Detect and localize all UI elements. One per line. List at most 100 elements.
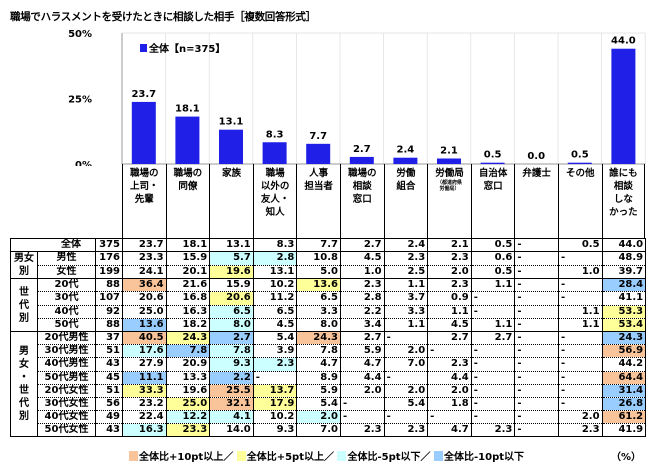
- value-cell: 2.0: [339, 384, 385, 398]
- value-cell: -: [514, 371, 559, 385]
- value-cell: -: [427, 344, 472, 359]
- value-cell: 4.5: [252, 318, 298, 332]
- n-cell: 176: [95, 251, 123, 266]
- legend-minus10: 全体比-10pt以下: [444, 452, 525, 463]
- row-label: 20代: [37, 278, 96, 293]
- data-label: 8.3: [266, 129, 284, 140]
- value-cell: -: [514, 238, 559, 253]
- value-cell: 61.2: [601, 410, 647, 425]
- value-cell: 16.8: [165, 291, 211, 306]
- bar: [131, 101, 156, 164]
- value-cell: 2.3: [339, 423, 385, 438]
- value-cell: 6.5: [296, 291, 341, 306]
- value-cell: 5.7: [209, 251, 254, 266]
- value-cell: 23.3: [122, 251, 167, 266]
- bar: [480, 162, 505, 164]
- value-cell: 7.8: [165, 344, 211, 359]
- value-cell: -: [514, 331, 559, 346]
- value-cell: 15.9: [209, 278, 254, 293]
- value-cell: 6.5: [209, 305, 254, 319]
- value-cell: 3.3: [383, 305, 429, 319]
- data-label: 0.5: [484, 150, 502, 161]
- data-label: 0.5: [571, 150, 589, 161]
- value-cell: 24.1: [122, 265, 167, 280]
- value-cell: 44.0: [601, 238, 647, 253]
- value-cell: -: [557, 278, 603, 293]
- row-label: 30代男性: [37, 344, 96, 359]
- value-cell: 5.4: [296, 397, 341, 412]
- value-cell: 19.6: [209, 265, 254, 280]
- value-cell: 17.9: [252, 397, 298, 412]
- value-cell: 8.0: [296, 318, 341, 332]
- table-row: 50代 88 13.6 18.2 8.0 4.5 8.0 3.4 1.1 4.5 1.1-1.1 53…: [11, 318, 647, 332]
- group-label: 男女 別: [10, 251, 38, 280]
- swatch-minus10: [434, 451, 443, 461]
- value-cell: -: [470, 371, 516, 385]
- row-label: 50代女性: [37, 423, 96, 438]
- value-cell: 0.5: [470, 265, 516, 280]
- value-cell: 4.7: [296, 357, 341, 372]
- n-cell: 88: [95, 318, 123, 332]
- value-cell: 11.1: [122, 371, 167, 385]
- n-cell: 43: [95, 357, 123, 372]
- value-cell: 32.1: [209, 397, 254, 412]
- data-label: 18.1: [175, 104, 200, 115]
- n-cell: 92: [95, 305, 123, 319]
- value-cell: 13.1: [252, 265, 298, 280]
- value-cell: -: [470, 384, 516, 398]
- data-label: 2.7: [353, 144, 371, 155]
- value-cell: 2.3: [557, 423, 603, 438]
- category-label: 職場の 上司・ 先輩: [130, 168, 159, 205]
- value-cell: -: [514, 384, 559, 398]
- value-cell: 3.3: [296, 305, 341, 319]
- value-cell: 2.3: [470, 423, 516, 438]
- value-cell: 1.8: [427, 397, 472, 412]
- value-cell: 9.3: [209, 357, 254, 372]
- value-cell: 24.3: [296, 331, 341, 346]
- value-cell: -: [514, 305, 559, 319]
- category-label: 職場の 相談 窓口: [348, 168, 377, 205]
- value-cell: -: [339, 397, 385, 412]
- value-cell: 2.3: [383, 423, 429, 438]
- value-cell: 4.4: [427, 371, 472, 385]
- table-row: 50代女性 43 16.3 23.3 14.0 9.3 7.0 2.3 2.3 4.7 2.3-2.…: [11, 423, 647, 438]
- table-row: 男女 別男性 176 23.3 15.9 5.7 2.8 10.8 4.5 2.3 2.3 0.6-…: [10, 251, 647, 280]
- value-cell: 31.4: [601, 384, 647, 398]
- n-cell: 51: [95, 384, 123, 398]
- value-cell: 36.4: [122, 278, 167, 293]
- value-cell: -: [557, 291, 603, 306]
- value-cell: 2.2: [209, 371, 254, 385]
- data-label: 0.0: [527, 151, 545, 162]
- bar: [306, 143, 331, 164]
- value-cell: -: [514, 357, 559, 372]
- bar: [611, 48, 636, 164]
- category-header: 労働局 （都道府県 労働局）: [427, 164, 471, 238]
- value-cell: 26.8: [601, 397, 647, 412]
- n-cell: 49: [95, 410, 123, 425]
- value-cell: 13.3: [165, 371, 211, 385]
- value-cell: -: [514, 278, 559, 293]
- value-cell: 33.3: [122, 384, 167, 398]
- value-cell: 0.5: [557, 238, 603, 253]
- value-cell: 2.3: [252, 357, 298, 372]
- bar-chart: 0% 25% 50% 23.7 18.1 13.1 8.3 7.7 2.7 2.4 2.1 0.5 0.…: [68, 29, 646, 166]
- value-cell: -: [470, 357, 516, 372]
- value-cell: 16.3: [165, 305, 211, 319]
- value-cell: 2.0: [427, 265, 472, 280]
- table-row: 全体 375 23.7 18.1 13.1 8.3 7.7 2.7 2.4 2.1 0.5-0.5 4…: [10, 238, 647, 253]
- category-header: 人事 担当者: [296, 164, 340, 238]
- bar: [349, 156, 374, 164]
- value-cell: 9.3: [252, 423, 298, 438]
- value-cell: 17.6: [122, 344, 167, 359]
- value-cell: 2.7: [470, 331, 516, 346]
- category-header: 職場の 上司・ 先輩: [122, 164, 166, 238]
- value-cell: 20.6: [209, 291, 254, 306]
- bar: [175, 116, 200, 164]
- value-cell: -: [252, 371, 298, 385]
- value-cell: 5.4: [383, 397, 429, 412]
- value-cell: 56.9: [601, 344, 647, 359]
- value-cell: -: [470, 344, 516, 359]
- value-cell: -: [383, 410, 429, 425]
- value-cell: -: [470, 397, 516, 412]
- value-cell: 39.7: [601, 265, 647, 280]
